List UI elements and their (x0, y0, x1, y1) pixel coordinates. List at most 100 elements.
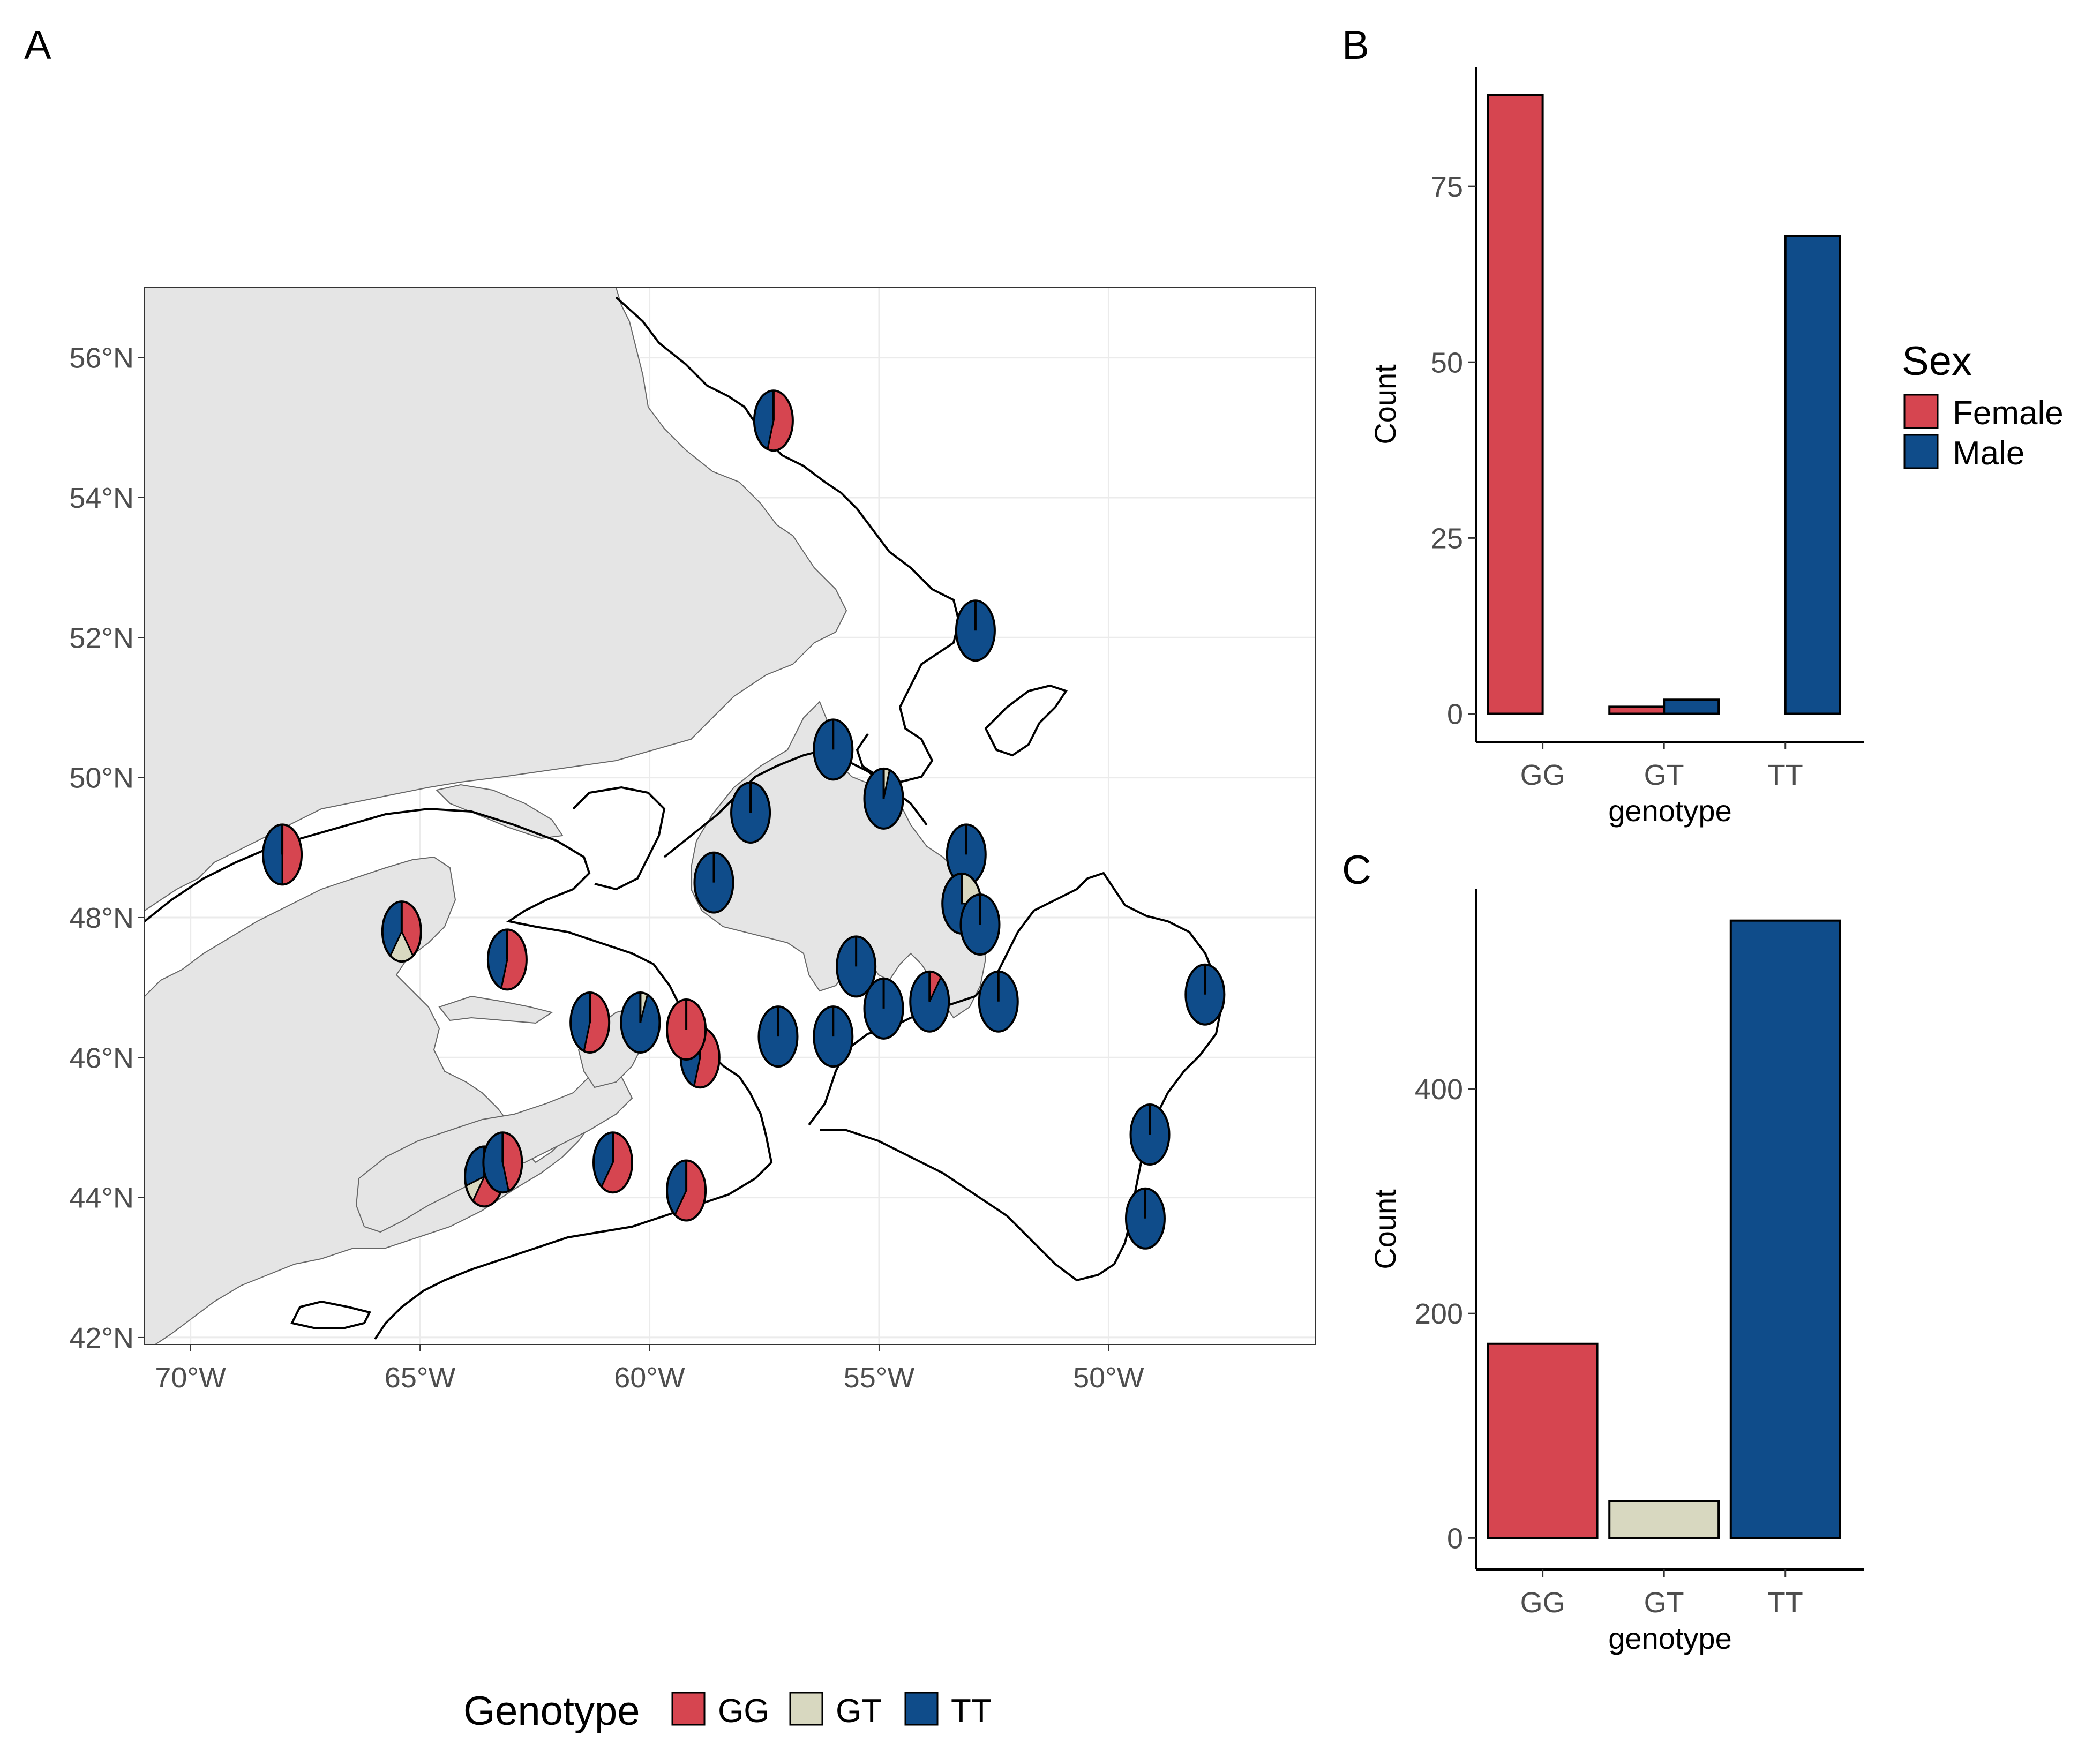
map-tick-label-lat: 48°N (69, 902, 134, 934)
y-axis-title: Count (1368, 364, 1402, 445)
site-pie (620, 991, 661, 1054)
pie-outline (955, 599, 996, 662)
site-pie (381, 900, 422, 963)
y-tick-label: 400 (1415, 1073, 1463, 1106)
pie-outline (666, 998, 707, 1061)
site-pie (666, 998, 707, 1061)
map-tick-label-lat: 46°N (69, 1042, 134, 1074)
pie-outline (909, 970, 950, 1033)
pie-outline (758, 1005, 799, 1068)
land-pei (438, 995, 553, 1024)
map-tick-label-lon: 55°W (844, 1362, 915, 1394)
x-tick-label: TT (1768, 759, 1803, 791)
shelf-contour-gulf (145, 807, 773, 1340)
site-pie (753, 389, 794, 452)
legend-key-male (1903, 434, 1939, 469)
shelf-contour-island (984, 684, 1068, 757)
map-axis-ticks: 70°W 65°W 60°W 55°W 50°W 56°N 54°N 52°N 50°N 48°N… (69, 342, 1144, 1394)
site-pie (693, 851, 734, 914)
pie-outline (836, 935, 877, 998)
x-axis-title: genotype (1608, 794, 1731, 828)
map-tick-label-lat: 50°N (69, 762, 134, 794)
site-pie (863, 767, 904, 830)
site-pie (813, 1005, 854, 1068)
legend-label-gt: GT (836, 1693, 882, 1730)
pie-outline (753, 389, 794, 452)
x-axis-title: genotype (1608, 1621, 1731, 1655)
legend-label-male: Male (1953, 435, 2024, 472)
site-pie (909, 970, 950, 1033)
panel-label-b: B (1342, 22, 1369, 68)
x-tick-label: GG (1520, 759, 1565, 791)
pie-outline (262, 823, 303, 886)
pie-outline (978, 970, 1019, 1033)
pie-outline (1129, 1103, 1171, 1166)
pie-outline (1184, 963, 1226, 1026)
map-tick-label-lon: 50°W (1073, 1362, 1144, 1394)
site-pie (978, 970, 1019, 1033)
pie-outline (482, 1131, 523, 1194)
pie-outline (959, 893, 1001, 956)
legend-key-gt (789, 1692, 823, 1726)
bar-gt-male (1663, 698, 1720, 715)
legend-key-female (1903, 394, 1939, 429)
map-tick-label-lon: 65°W (385, 1362, 456, 1394)
pie-outline (730, 781, 771, 844)
legend-label-tt: TT (951, 1693, 992, 1730)
legend-label-gg: GG (718, 1693, 769, 1730)
x-tick-label: GT (1644, 1587, 1684, 1619)
pie-outline (863, 977, 904, 1040)
map-tick-label-lat: 56°N (69, 342, 134, 374)
pie-outline (569, 991, 611, 1054)
y-tick-label: 75 (1431, 171, 1463, 203)
map-tick-label-lon: 60°W (614, 1362, 685, 1394)
x-tick-label: GG (1520, 1587, 1565, 1619)
pie-outline (863, 767, 904, 830)
sex-legend: Sex Female Male (1902, 339, 2064, 472)
map-tick-label-lat: 44°N (69, 1182, 134, 1214)
bar-gt-female (1608, 705, 1666, 715)
legend-key-gg (671, 1692, 706, 1726)
x-tick-label: GT (1644, 759, 1684, 791)
map-tick-label-lat: 42°N (69, 1322, 134, 1354)
map-tick-label-lat: 52°N (69, 622, 134, 654)
bar-gg-female (1487, 94, 1544, 715)
y-tick-label: 0 (1447, 1522, 1463, 1554)
map-tick-label-lat: 54°N (69, 482, 134, 514)
site-pie (730, 781, 771, 844)
site-pie (666, 1159, 707, 1222)
bar-tt-male (1784, 235, 1841, 715)
pie-outline (486, 928, 528, 991)
site-pie (262, 823, 303, 886)
y-tick-label: 50 (1431, 347, 1463, 379)
site-pie (836, 935, 877, 998)
legend-key-tt (904, 1692, 939, 1726)
sex-legend-title: Sex (1902, 339, 1972, 384)
site-pie (955, 599, 996, 662)
bar-gg (1487, 1342, 1599, 1539)
y-tick-label: 25 (1431, 522, 1463, 554)
site-pie (959, 893, 1001, 956)
shelf-contour-labrador (615, 296, 961, 784)
map-panel: 70°W 65°W 60°W 55°W 50°W 56°N 54°N 52°N 50°N 48°N… (69, 287, 1316, 1394)
bar-tt (1729, 919, 1841, 1539)
site-pie (569, 991, 611, 1054)
y-tick-label: 200 (1415, 1298, 1463, 1330)
pie-outline (381, 900, 422, 963)
pie-outline (1124, 1187, 1166, 1250)
shelf-contour-sable (290, 1300, 371, 1329)
site-pie (1124, 1187, 1166, 1250)
site-pie (813, 718, 854, 781)
legend-label-female: Female (1953, 395, 2064, 432)
bar-chart-b: 0 25 50 75 GG GT TT genotype Count (1368, 67, 1864, 828)
y-tick-label: 0 (1447, 698, 1463, 731)
site-pie (486, 928, 528, 991)
pie-outline (620, 991, 661, 1054)
site-pie (482, 1131, 523, 1194)
y-axis-title: Count (1368, 1189, 1402, 1269)
site-pie (592, 1131, 633, 1194)
genotype-legend: Genotype GG GT TT (463, 1688, 992, 1734)
map-border (144, 287, 1316, 1345)
shelf-contour-inner (572, 786, 666, 891)
